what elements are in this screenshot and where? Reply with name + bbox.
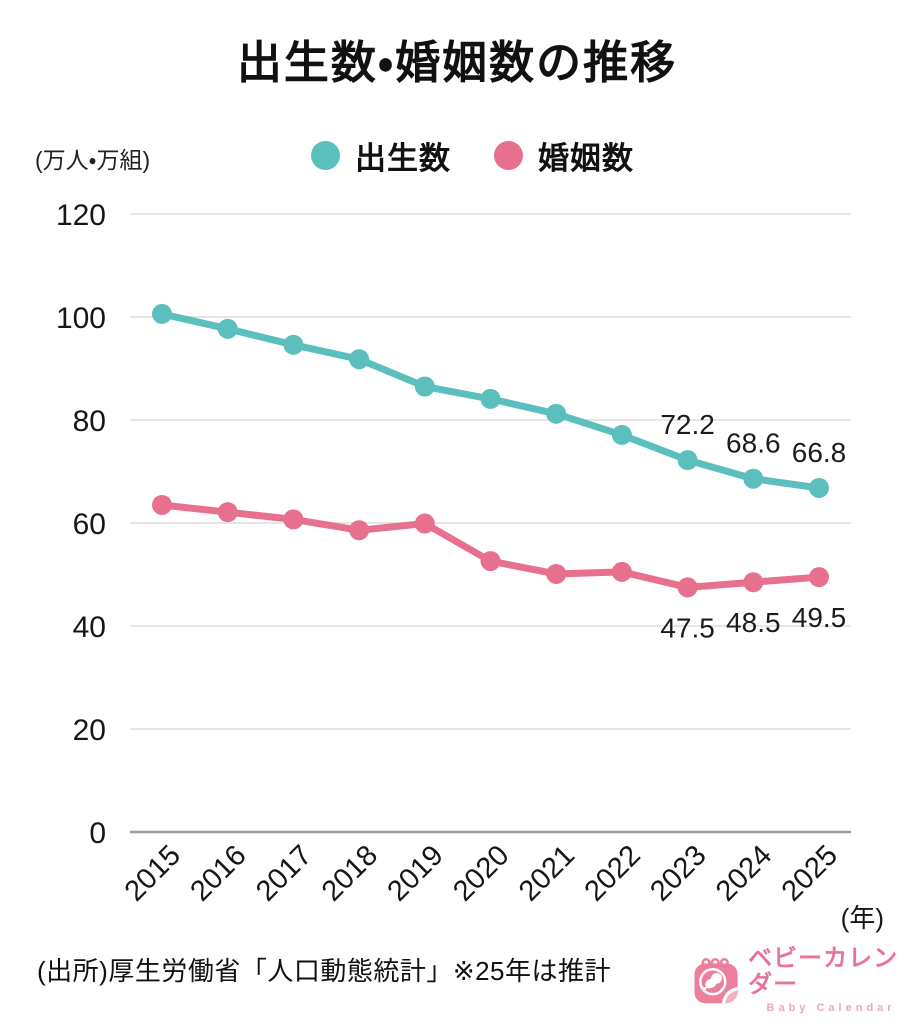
series-point-0 [809,477,829,498]
series-point-0 [414,376,435,397]
series-point-0 [611,424,632,445]
brand-name: ベビーカレンダー [748,945,899,999]
y-tick-label: 0 [89,817,106,850]
x-tick-label: 2024 [710,839,778,907]
x-tick-label: 2025 [776,839,844,907]
series-point-0 [349,349,370,370]
series-point-0 [217,318,238,339]
series-point-0 [152,303,172,324]
series-point-1 [217,502,238,523]
x-tick-label: 2018 [316,839,384,907]
baby-calendar-icon: ♥ [694,957,741,1004]
series-point-0 [677,450,698,471]
x-tick-label: 2015 [119,839,187,907]
y-tick-label: 100 [56,302,106,335]
x-tick-label: 2022 [579,839,647,907]
brand-name-en: Baby Calendar [766,1001,896,1014]
heart-glyph: ♥ [702,984,707,994]
y-tick-label: 60 [73,508,106,541]
x-tick-label: 2023 [644,839,712,907]
data-label: 48.5 [726,607,781,638]
x-tick-label: 2021 [513,839,581,907]
chart-title: 出生数・婚姻数の推移 [236,37,678,88]
legend-dot-marriages [494,140,523,170]
series-point-1 [480,551,501,572]
series-point-1 [349,520,370,541]
x-tick-label: 2019 [382,839,450,907]
legend-label-marriages: 婚姻数 [538,140,634,176]
x-tick-label: 2016 [184,839,252,907]
series-point-1 [677,577,698,598]
series-point-0 [480,388,501,409]
y-axis-unit-label: (万人・万組) [35,147,151,173]
series-point-0 [743,468,764,489]
legend-dot-births [311,140,340,170]
series-point-1 [546,563,567,584]
data-label: 68.6 [726,428,781,459]
series-point-1 [611,561,632,582]
y-tick-label: 40 [73,611,106,644]
y-tick-label: 20 [73,714,106,747]
brand-logo: ♥ ベビーカレンダー Baby Calendar [692,945,914,1014]
x-axis-unit-label: (年) [841,903,884,933]
chart-legend: 出生数 婚姻数 [311,138,634,176]
y-tick-label: 120 [56,199,106,232]
series-line-1 [158,501,823,591]
series-point-1 [152,494,172,515]
line-chart: 0204060801001202015201620172018201920202… [56,199,884,933]
y-tick-label: 80 [73,405,106,438]
series-point-1 [743,572,764,593]
data-label: 66.8 [792,437,847,468]
series-point-1 [283,509,304,530]
series-point-1 [809,567,829,588]
x-tick-label: 2020 [447,839,515,907]
series-point-1 [414,513,435,534]
data-label: 49.5 [792,602,847,633]
data-label: 72.2 [660,409,715,440]
data-label: 47.5 [660,612,715,643]
series-point-0 [546,403,567,424]
legend-label-births: 出生数 [355,140,451,176]
x-tick-label: 2017 [250,839,318,907]
series-point-0 [283,334,304,355]
source-note: (出所)厚生労働省「人口動態統計」※25年は推計 [37,956,612,986]
